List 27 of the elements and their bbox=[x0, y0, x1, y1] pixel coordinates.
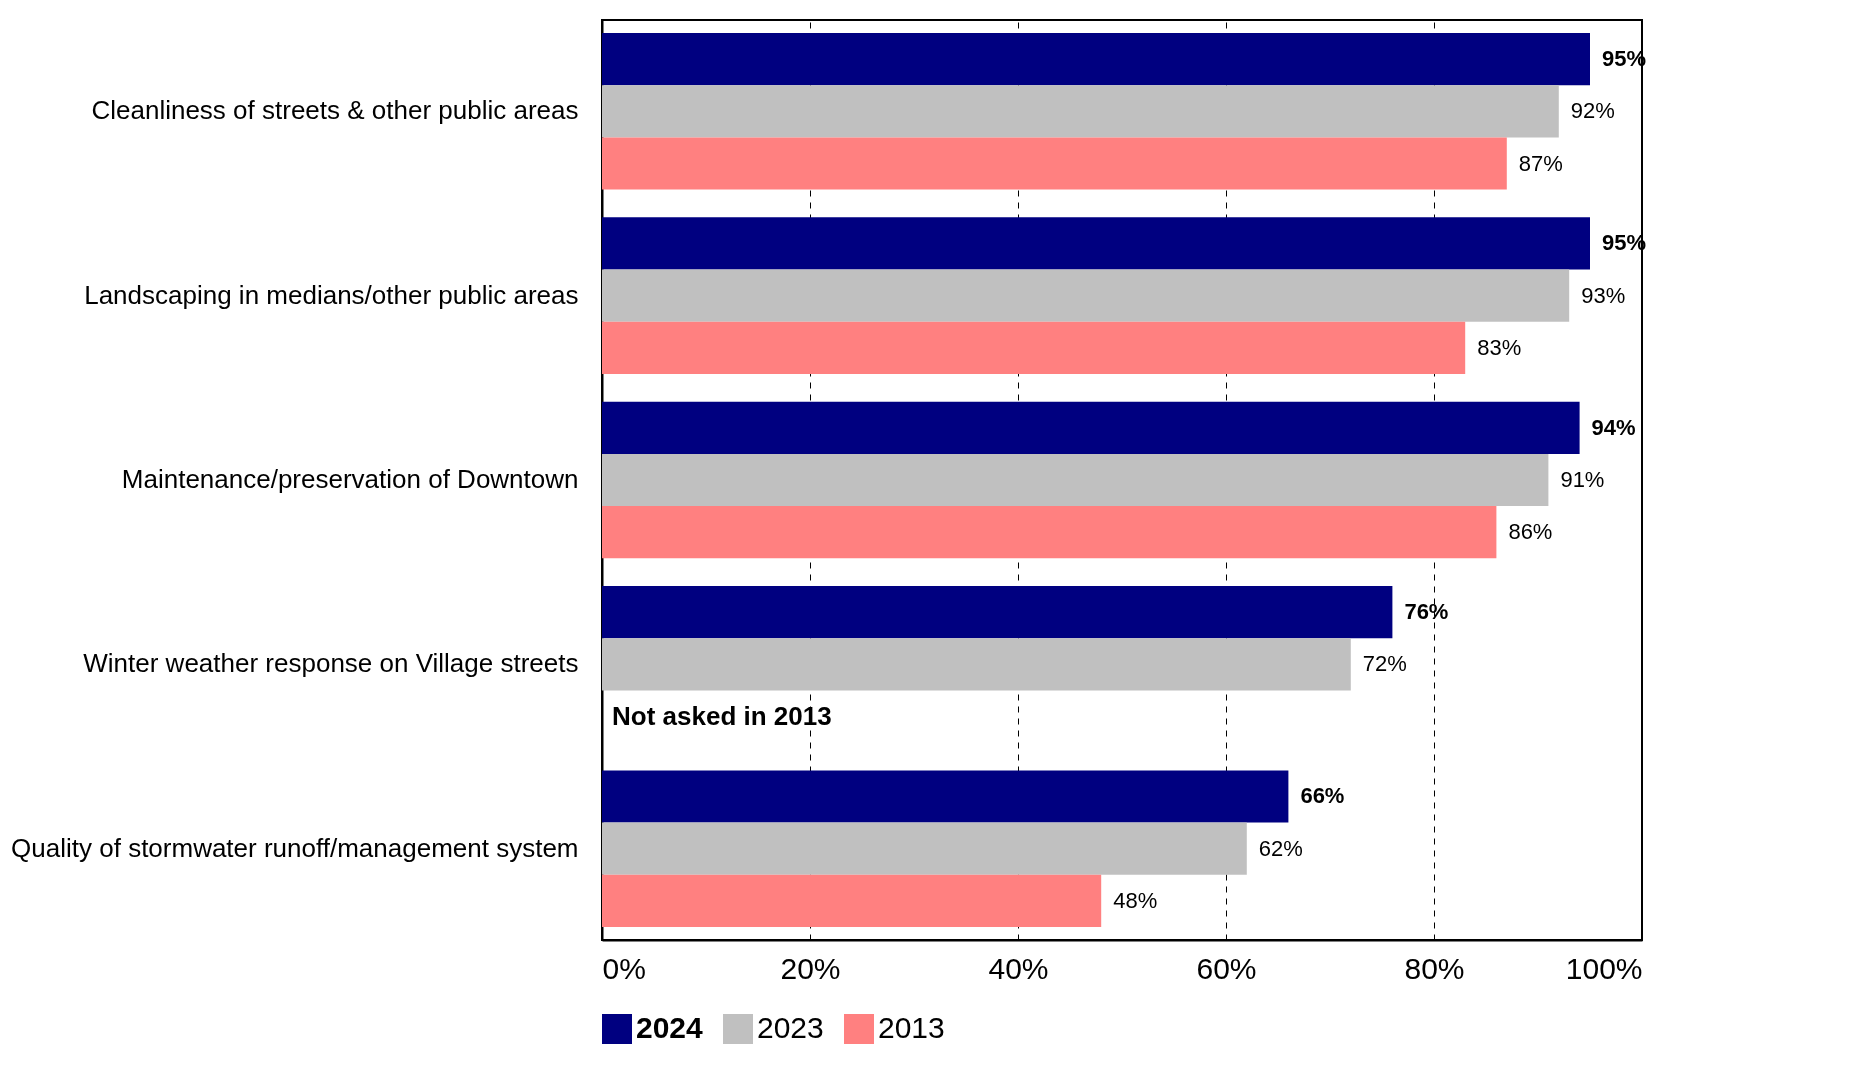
y-tick-label: Maintenance/preservation of Downtown bbox=[121, 464, 579, 494]
data-label: 86% bbox=[1508, 519, 1553, 545]
x-tick-label: 80% bbox=[1404, 951, 1465, 985]
data-label: 94% bbox=[1591, 414, 1636, 440]
y-tick-label: Quality of stormwater runoff/management system bbox=[11, 832, 579, 863]
data-label: 48% bbox=[1113, 887, 1158, 913]
annotation: Not asked in 2013 bbox=[612, 700, 832, 731]
data-label: 91% bbox=[1560, 467, 1605, 492]
x-tick-label: 20% bbox=[780, 951, 841, 985]
y-tick-label: Cleanliness of streets & other public areas bbox=[91, 95, 579, 126]
data-label: 87% bbox=[1518, 150, 1563, 176]
x-tick-label: 0% bbox=[602, 951, 646, 985]
x-tick-label: 100% bbox=[1565, 951, 1643, 985]
legend-label: 2023 bbox=[757, 1011, 824, 1044]
data-label: 76% bbox=[1404, 599, 1449, 625]
data-label: 72% bbox=[1362, 651, 1407, 677]
y-tick-label: Landscaping in medians/other public areas bbox=[84, 279, 579, 310]
x-tick-label: 40% bbox=[988, 951, 1049, 985]
data-label: 66% bbox=[1300, 783, 1345, 809]
data-label: 93% bbox=[1581, 282, 1626, 308]
data-label: 83% bbox=[1477, 334, 1522, 360]
x-tick-label: 60% bbox=[1196, 951, 1257, 985]
legend-label: 2013 bbox=[878, 1011, 945, 1044]
data-label: 62% bbox=[1258, 835, 1303, 861]
y-tick-label: Winter weather response on Village streets bbox=[83, 648, 579, 679]
legend-label: 2024 bbox=[636, 1011, 704, 1044]
data-label: 92% bbox=[1570, 98, 1615, 124]
